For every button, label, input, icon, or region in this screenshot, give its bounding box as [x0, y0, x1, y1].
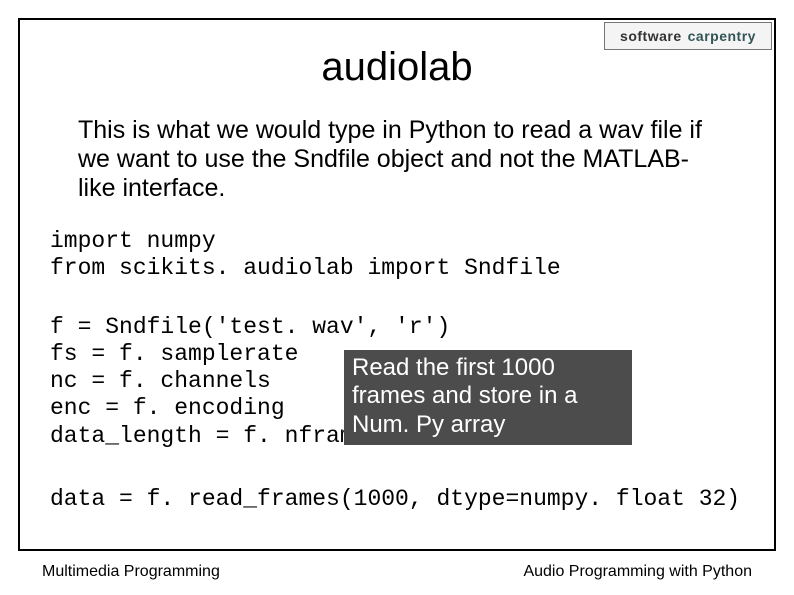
intro-paragraph: This is what we would type in Python to … — [78, 116, 716, 202]
code-block-readframes: data = f. read_frames(1000, dtype=numpy.… — [50, 486, 740, 513]
annotation-callout: Read the first 1000 frames and store in … — [344, 350, 632, 445]
logo-text-right: carpentry — [688, 28, 756, 44]
footer-right-text: Audio Programming with Python — [523, 563, 752, 581]
slide-title: audiolab — [0, 45, 794, 90]
footer-left-text: Multimedia Programming — [42, 563, 220, 581]
slide-border — [18, 18, 776, 551]
code-block-imports: import numpy from scikits. audiolab impo… — [50, 228, 561, 282]
logo-text-left: software — [620, 28, 682, 44]
